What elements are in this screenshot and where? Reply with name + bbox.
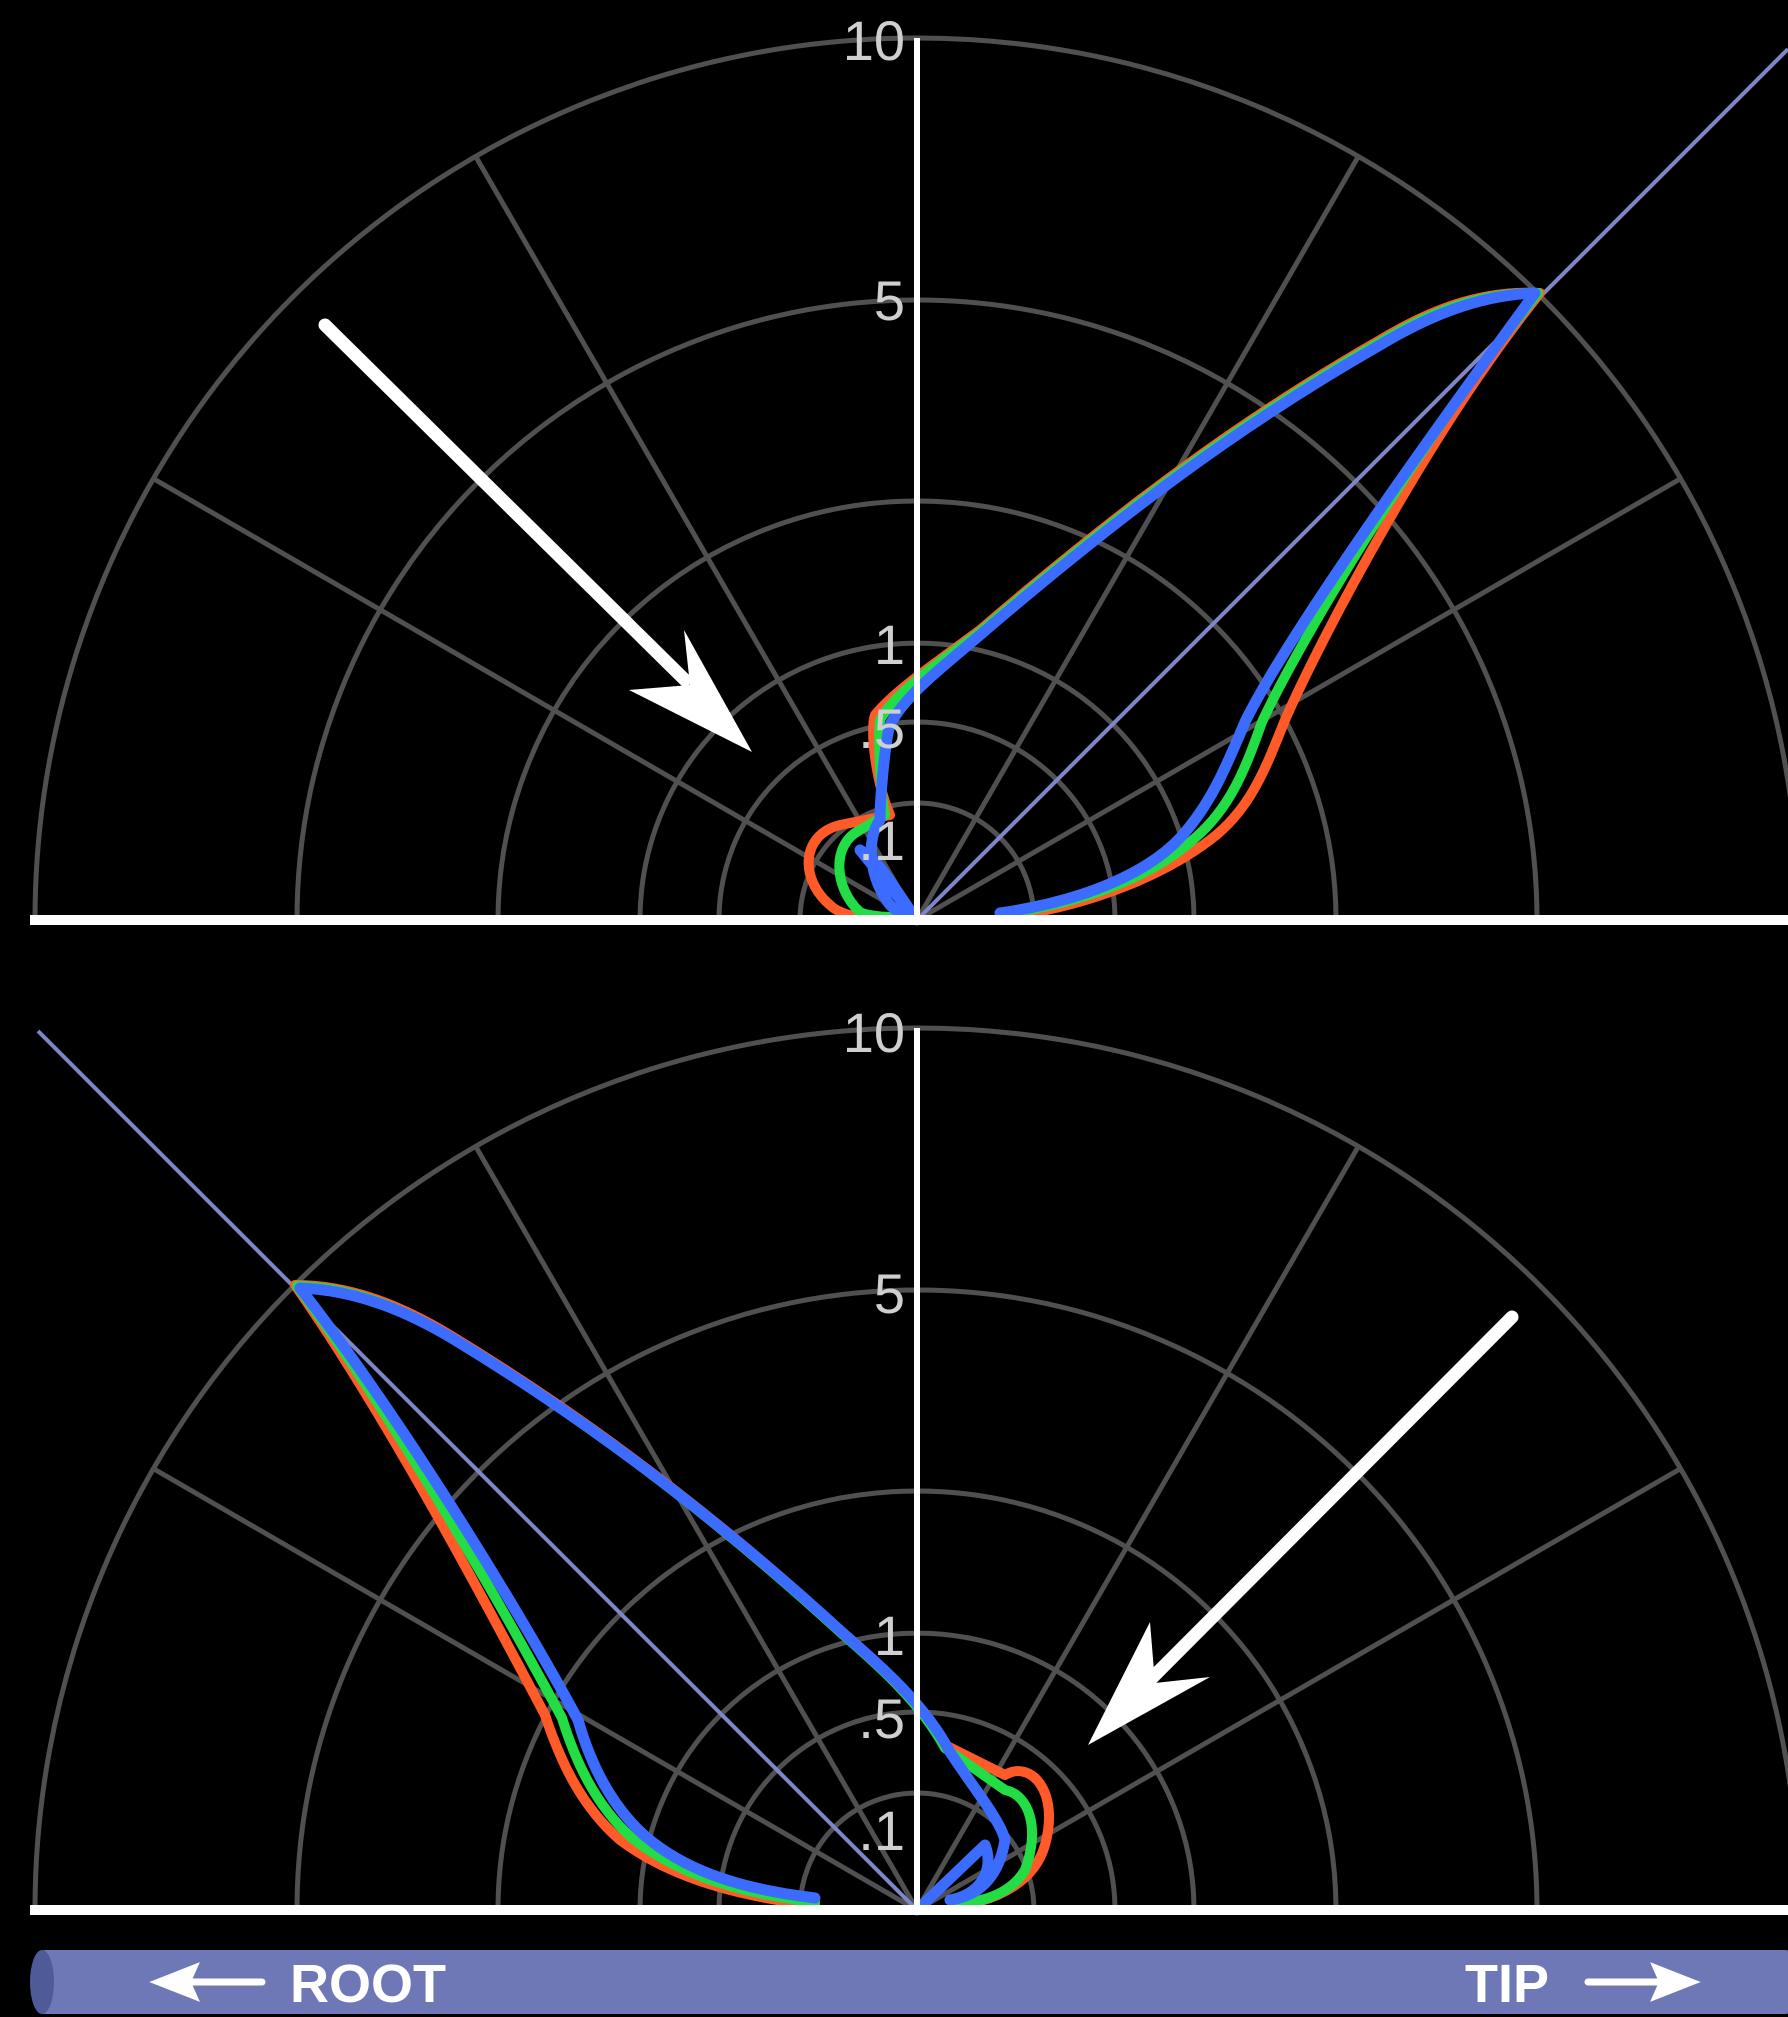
top-beam-line [915,47,1788,922]
top-polar-plot: 10 5 1 .5 .1 [30,9,1788,926]
bottom-beam-line [36,1029,919,1912]
left-arrow-icon [149,1962,266,2002]
top-lobe-curves [803,287,1545,926]
bottom-polar-plot: 10 5 1 .5 .1 [30,1001,1788,1916]
bottom-arrow-head [1088,1622,1210,1745]
bottom-arrow-shaft [1143,1310,1519,1687]
top-tick-5: 5 [874,269,905,332]
top-lobe-blue [854,287,1541,926]
right-arrow-icon [1584,1962,1701,2002]
bottom-axes [30,1028,1788,1915]
top-axes [30,38,1788,925]
root-tip-bar-end-cap [30,1950,54,2014]
bottom-arrow [1088,1310,1519,1745]
bottom-tick-labels: 10 5 1 .5 .1 [843,1001,905,1862]
bottom-tick-01: .1 [858,1799,905,1862]
root-tip-bar-body [35,1950,1788,2014]
top-tick-10: 10 [843,9,905,72]
top-tick-labels: 10 5 1 .5 .1 [843,9,905,872]
bottom-lobe-curves [290,1280,1054,1916]
tip-label: TIP [1465,1954,1549,2014]
bottom-tick-05: .5 [858,1687,905,1750]
bottom-tick-1: 1 [874,1604,905,1667]
top-tick-01: .1 [858,809,905,872]
bottom-tick-5: 5 [874,1262,905,1325]
top-tick-05: .5 [858,697,905,760]
bottom-lobe-blue [294,1282,1011,1916]
top-tick-1: 1 [874,613,905,676]
bottom-tick-10: 10 [843,1001,905,1064]
root-tip-bar: ROOT TIP [30,1950,1788,2014]
top-arrow [318,318,752,752]
top-arrow-shaft [318,318,692,687]
top-arrow-head [629,630,752,752]
root-label: ROOT [290,1954,446,2014]
